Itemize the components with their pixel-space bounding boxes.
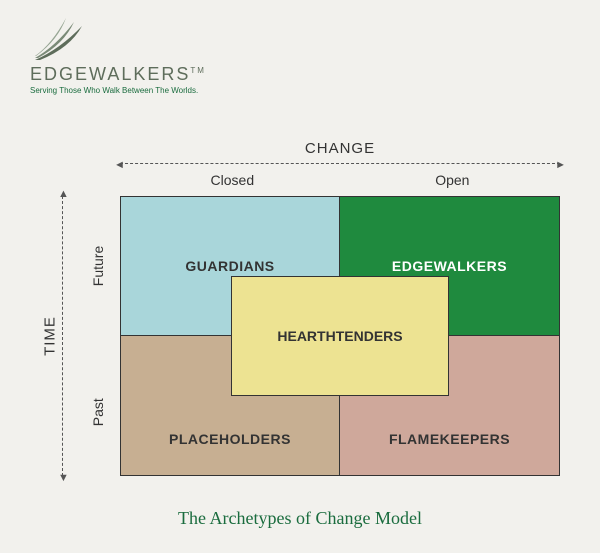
quadrant-matrix: GUARDIANS EDGEWALKERS PLACEHOLDERS FLAME… [120, 196, 560, 476]
axis-y-bottom-sublabel: Past [90, 386, 106, 426]
brand-name-text: EDGEWALKERS [30, 64, 190, 84]
brand-name: EDGEWALKERSTM [30, 64, 206, 85]
brand-tm: TM [190, 66, 206, 75]
quadrant-bottom-left-label: PLACEHOLDERS [169, 431, 291, 447]
axis-y-sublabels: Future Past [78, 196, 118, 476]
diagram-caption: The Archetypes of Change Model [0, 508, 600, 529]
axis-y-label: TIME [41, 316, 58, 356]
axis-x-right-sublabel: Open [435, 172, 469, 188]
quadrant-top-right-label: EDGEWALKERS [392, 258, 507, 274]
axis-x-left-sublabel: Closed [211, 172, 255, 188]
quadrant-center-label: HEARTHTENDERS [277, 328, 402, 344]
axis-y-line: ▲ ▼ [62, 196, 63, 476]
brand-logo-block: EDGEWALKERSTM Serving Those Who Walk Bet… [30, 14, 206, 95]
axis-y-top-sublabel: Future [90, 246, 106, 286]
axis-y: TIME ▲ ▼ Future Past [62, 196, 63, 476]
quadrant-center: HEARTHTENDERS [231, 276, 449, 396]
brand-tagline: Serving Those Who Walk Between The World… [30, 86, 206, 95]
quadrant-bottom-right-label: FLAMEKEEPERS [389, 431, 510, 447]
quadrant-top-left-label: GUARDIANS [185, 258, 274, 274]
axis-x-sublabels: Closed Open [120, 172, 560, 188]
axis-x: CHANGE ◄ ► Closed Open [120, 140, 560, 188]
arrow-down-icon: ▼ [58, 472, 69, 484]
arrow-up-icon: ▲ [58, 188, 69, 200]
arrow-left-icon: ◄ [114, 159, 125, 171]
arrow-right-icon: ► [555, 159, 566, 171]
axis-x-line: ◄ ► [120, 163, 560, 164]
axis-x-label: CHANGE [120, 140, 560, 157]
edgewalkers-logo-icon [30, 14, 100, 62]
